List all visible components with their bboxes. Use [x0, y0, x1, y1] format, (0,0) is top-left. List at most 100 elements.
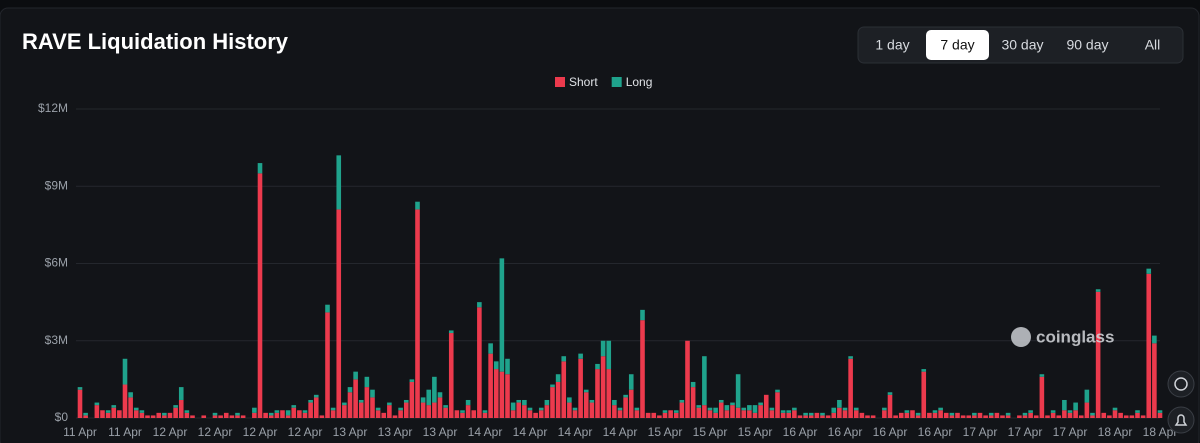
bar-segment — [792, 410, 797, 418]
bar-segment — [1135, 412, 1140, 418]
bar-segment — [319, 415, 325, 418]
bar-segment — [702, 356, 707, 406]
bar-segment — [600, 356, 606, 418]
bar-segment — [842, 407, 848, 411]
bar-segment — [426, 405, 432, 418]
bar-segment — [921, 369, 927, 372]
bar-segment — [398, 410, 403, 418]
range-button[interactable]: 30 day — [1001, 37, 1043, 53]
bar-segment — [83, 412, 88, 416]
bar-segment — [274, 412, 280, 418]
bar-segment — [229, 415, 235, 418]
bar-segment — [718, 402, 724, 418]
bar-segment — [893, 415, 898, 418]
bar-segment — [1090, 415, 1095, 418]
x-tick-label: 14 Apr — [468, 425, 503, 439]
bar-segment — [831, 407, 837, 413]
bar-segment — [572, 407, 578, 411]
bar-segment — [640, 320, 645, 418]
x-tick-label: 18 Apr — [1098, 425, 1133, 439]
y-tick-label: $12M — [38, 101, 68, 115]
y-tick-label: $0 — [55, 410, 69, 424]
range-button[interactable]: All — [1145, 37, 1161, 53]
bar-segment — [505, 374, 510, 418]
bar-segment — [713, 412, 718, 418]
bar-segment — [550, 384, 555, 388]
x-tick-label: 12 Apr — [153, 425, 188, 439]
bar-segment — [837, 399, 842, 408]
bar-segment — [128, 397, 133, 418]
bar-segment — [145, 415, 150, 418]
bar-segment — [235, 412, 240, 416]
bar-segment — [308, 402, 313, 418]
range-button[interactable]: 1 day — [875, 37, 909, 53]
bar-segment — [1095, 289, 1101, 292]
bar-segment — [983, 415, 988, 418]
bar-segment — [865, 415, 870, 418]
bar-segment — [252, 407, 257, 413]
x-tick-label: 15 Apr — [648, 425, 683, 439]
watermark-text: coinglass — [1036, 327, 1114, 346]
bar-segment — [313, 397, 319, 418]
legend-swatch — [555, 77, 565, 87]
bar-segment — [358, 402, 364, 418]
legend-label[interactable]: Long — [626, 75, 653, 89]
bar-segment — [550, 387, 555, 418]
bar-segment — [898, 412, 904, 418]
bar-segment — [741, 410, 747, 418]
bar-segment — [387, 402, 392, 406]
bar-segment — [218, 415, 223, 418]
bar-segment — [769, 410, 775, 418]
bar-segment — [482, 410, 488, 413]
bar-segment — [488, 343, 493, 354]
legend-label[interactable]: Short — [569, 75, 598, 89]
range-button-active[interactable] — [926, 30, 989, 60]
bar-segment — [797, 415, 803, 418]
y-tick-label: $3M — [45, 333, 68, 347]
bar-segment — [257, 173, 263, 418]
legend: Short Long — [555, 75, 652, 89]
bar-segment — [634, 407, 640, 411]
bar-segment — [1118, 412, 1123, 418]
bar-segment — [1039, 376, 1045, 418]
bar-segment — [612, 405, 617, 418]
bar-segment — [803, 415, 808, 418]
bar-segment — [173, 405, 178, 408]
x-tick-label: 12 Apr — [243, 425, 278, 439]
bar-segment — [1152, 343, 1157, 418]
bar-segment — [460, 412, 465, 418]
bar-segment — [493, 361, 499, 370]
bar-segment — [696, 405, 702, 408]
bar-segment — [718, 399, 724, 403]
bar-segment — [1022, 415, 1028, 418]
plot: $0 $3M $6M $9M $12M 11 Apr 11 Apr 12 Apr 12 Apr 1… — [38, 101, 1177, 439]
x-tick-label: 13 Apr — [333, 425, 368, 439]
bar-segment — [336, 209, 342, 418]
bar-segment — [499, 371, 505, 418]
bar-segment — [477, 302, 482, 308]
bar-segment — [544, 399, 550, 406]
range-button[interactable]: 90 day — [1066, 37, 1108, 53]
bell-button[interactable] — [1167, 406, 1195, 434]
bar-segment — [1152, 335, 1157, 344]
bar-segment — [162, 415, 167, 418]
bar-segment — [274, 410, 280, 413]
bar-segment — [780, 412, 786, 418]
bar-segment — [882, 407, 887, 411]
x-tick-label: 16 Apr — [918, 425, 953, 439]
bar-segment — [139, 412, 145, 418]
bar-segment — [465, 405, 471, 418]
bar-segment — [538, 407, 544, 411]
bar-segment — [808, 412, 814, 416]
bar-segment — [685, 340, 690, 418]
bar-segment — [285, 415, 291, 418]
range-button[interactable]: 7 day — [940, 37, 974, 53]
bar-segment — [122, 384, 128, 418]
bar-segment — [623, 394, 628, 398]
x-tick-label: 16 Apr — [828, 425, 863, 439]
bar-segment — [617, 407, 623, 411]
x-tick-label: 12 Apr — [198, 425, 233, 439]
alert-button[interactable] — [1167, 370, 1195, 398]
bar-segment — [285, 410, 291, 416]
